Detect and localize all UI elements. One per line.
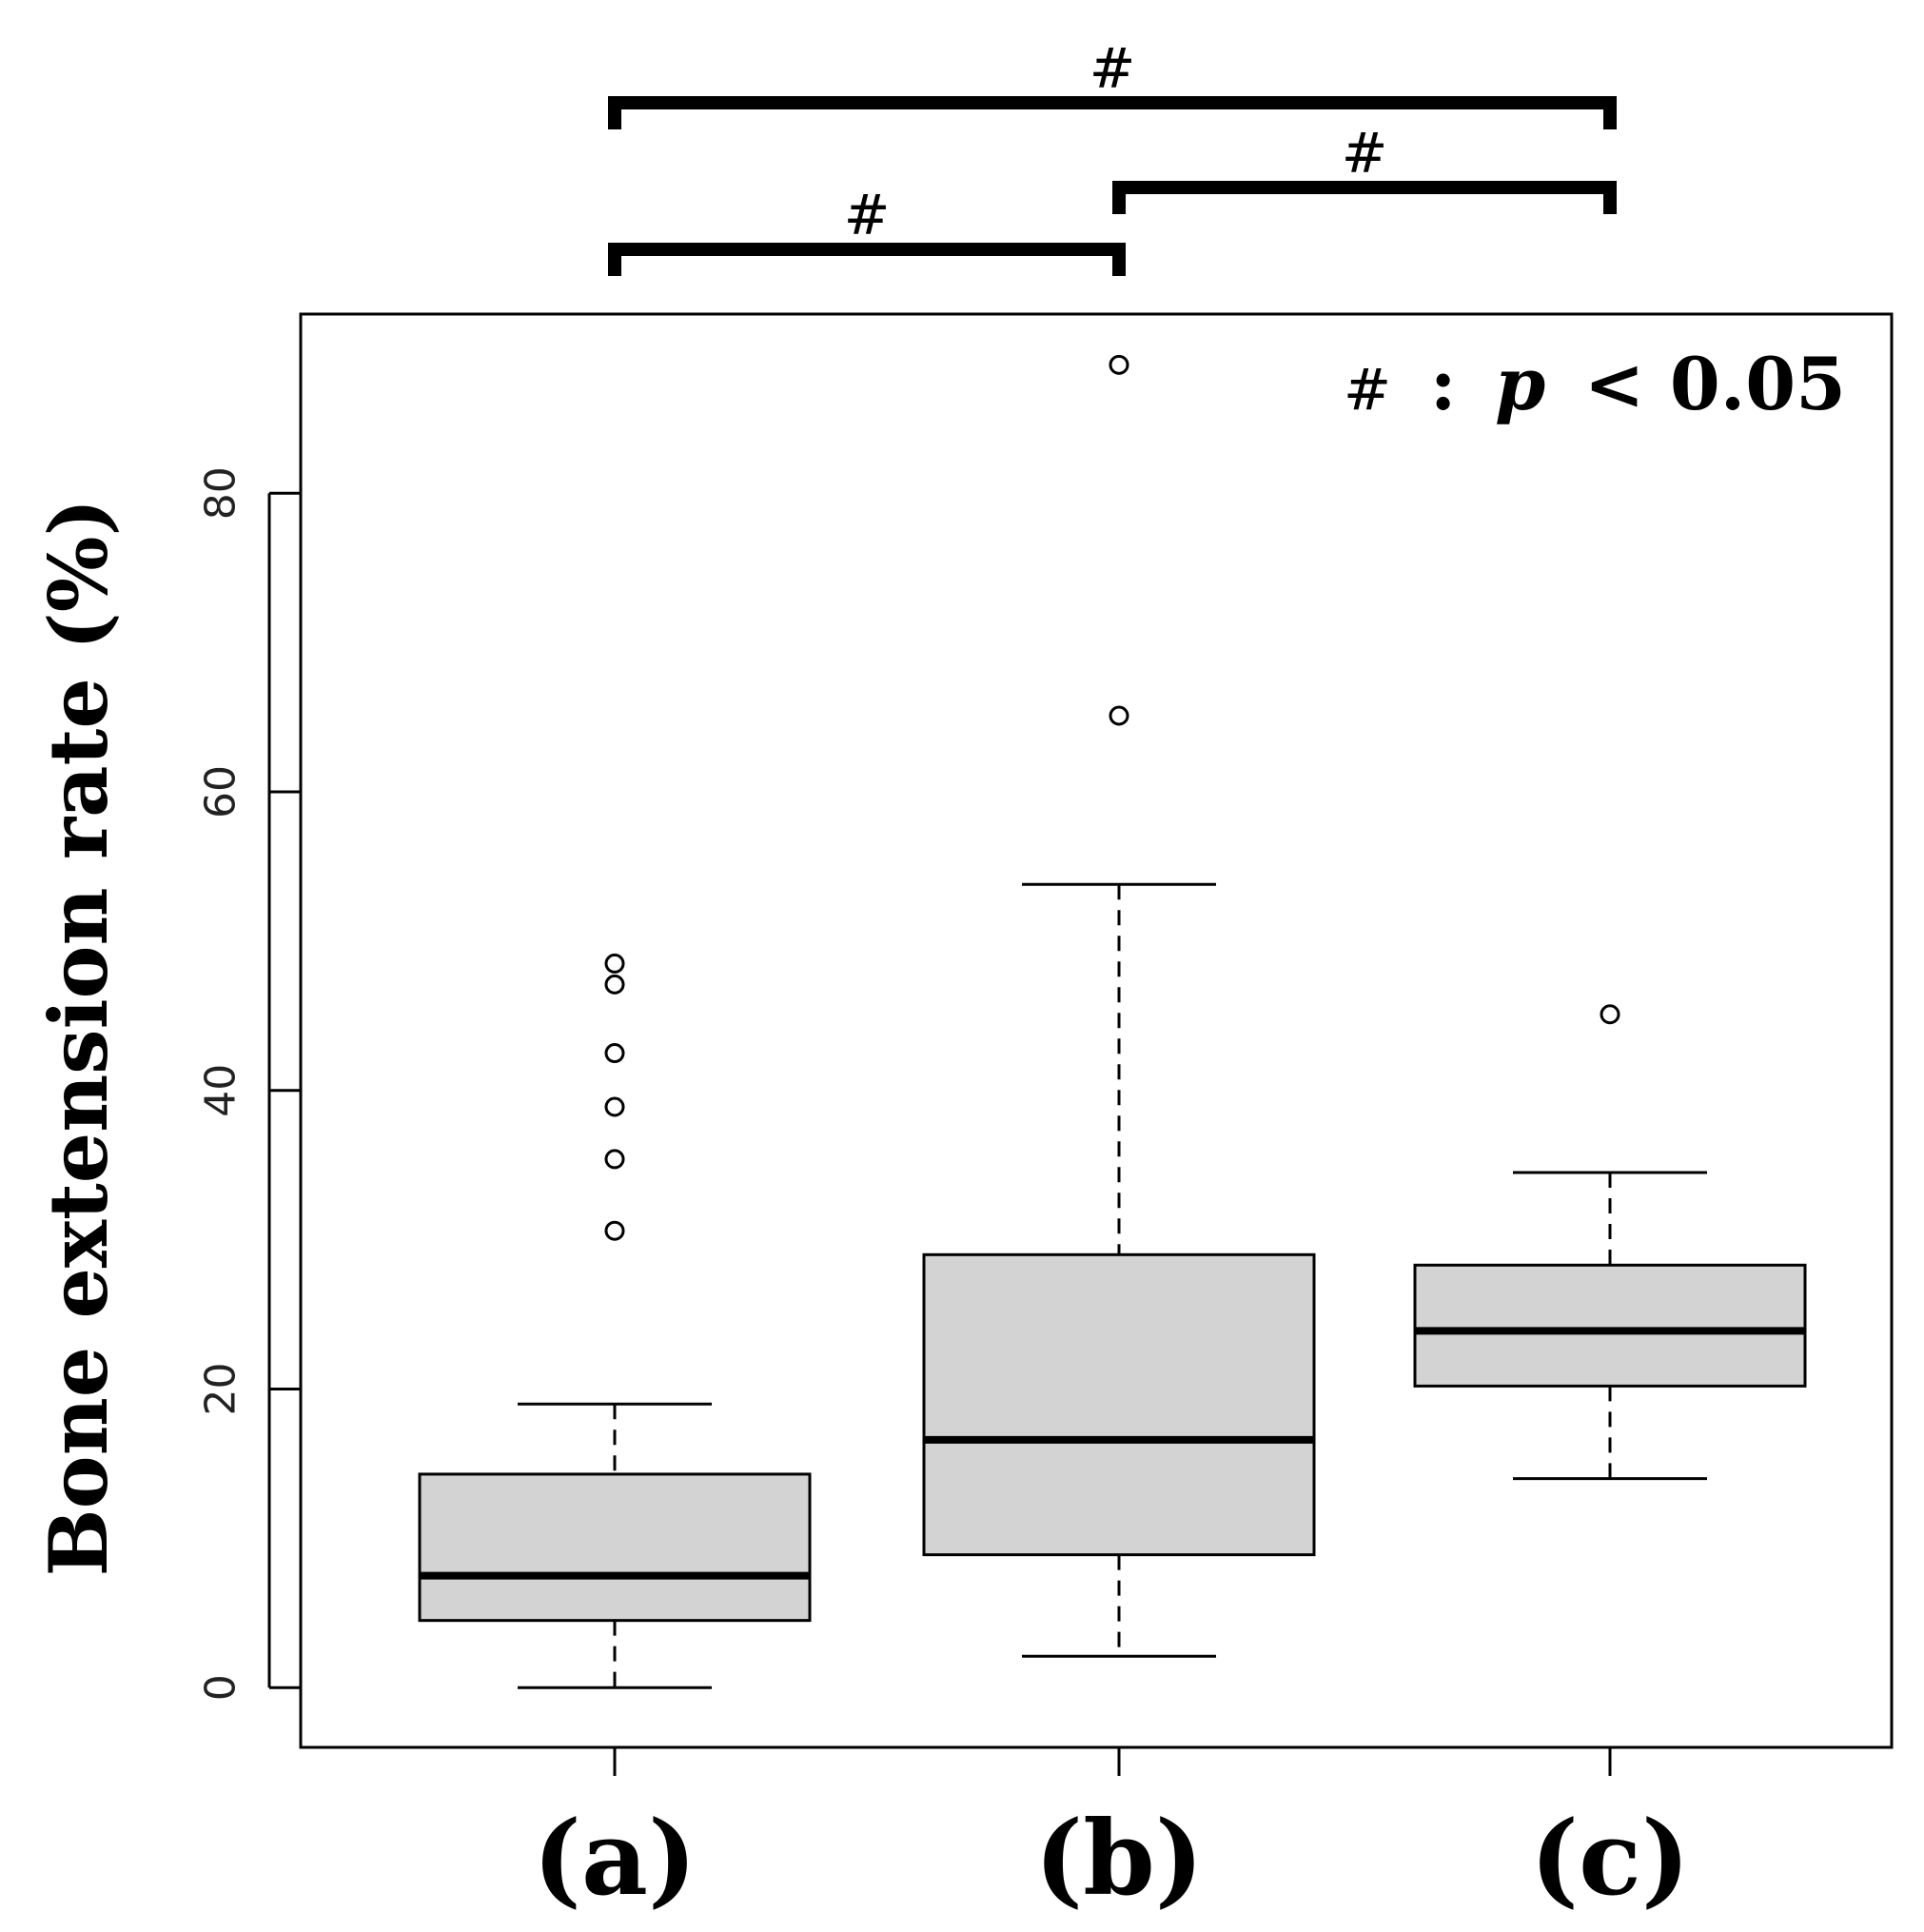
y-axis: 0 20 40 60 80 bbox=[197, 466, 301, 1701]
significance-bracket: # bbox=[608, 36, 1617, 129]
bracket-line bbox=[608, 243, 1126, 276]
iqr-box bbox=[922, 1252, 1316, 1557]
box-group bbox=[922, 354, 1316, 1658]
iqr-box bbox=[418, 1472, 812, 1623]
outlier-point bbox=[604, 1096, 625, 1117]
legend-separator: : bbox=[1430, 342, 1457, 426]
outlier-point bbox=[604, 1149, 625, 1170]
outlier-point bbox=[1109, 354, 1129, 375]
significance-label: # bbox=[1342, 121, 1388, 186]
y-tick-label: 60 bbox=[197, 765, 245, 818]
x-category-label: (b) bbox=[1034, 1799, 1204, 1919]
legend-symbol: # bbox=[1344, 357, 1391, 424]
iqr-box bbox=[1413, 1263, 1807, 1388]
box-group bbox=[418, 953, 812, 1689]
significance-bracket: # bbox=[1112, 121, 1617, 214]
outlier-point bbox=[604, 953, 625, 974]
outlier-point bbox=[604, 974, 625, 995]
bracket-line bbox=[608, 96, 1617, 129]
y-tick-label: 80 bbox=[197, 466, 245, 520]
boxes bbox=[418, 354, 1807, 1689]
legend-p: p bbox=[1495, 342, 1545, 426]
outlier-point bbox=[604, 1220, 625, 1241]
outlier-point bbox=[1600, 1004, 1620, 1025]
significance-label: # bbox=[1090, 36, 1136, 101]
outlier-point bbox=[604, 1043, 625, 1064]
significance-legend: # : p < 0.05 bbox=[1344, 342, 1846, 426]
y-tick-label: 0 bbox=[197, 1674, 245, 1701]
x-category-label: (c) bbox=[1530, 1799, 1690, 1919]
x-axis: (a) (b) (c) bbox=[533, 1745, 1690, 1919]
x-category-label: (a) bbox=[533, 1799, 697, 1919]
significance-label: # bbox=[844, 183, 891, 247]
significance-brackets: # # # bbox=[608, 36, 1617, 276]
bracket-line bbox=[1112, 181, 1617, 214]
outlier-point bbox=[1109, 705, 1129, 726]
y-axis-label: Bone extension rate (%) bbox=[31, 499, 126, 1577]
significance-bracket: # bbox=[608, 183, 1126, 276]
legend-relation: < 0.05 bbox=[1584, 342, 1846, 426]
y-tick-label: 40 bbox=[197, 1064, 245, 1117]
box-group bbox=[1413, 1004, 1807, 1481]
y-tick-label: 20 bbox=[197, 1363, 245, 1416]
